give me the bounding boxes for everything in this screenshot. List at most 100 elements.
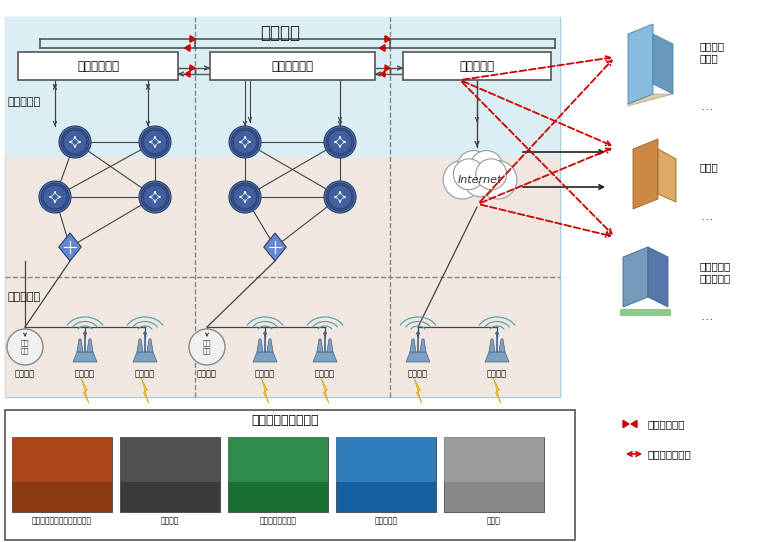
Circle shape [326,128,354,156]
FancyBboxPatch shape [403,52,551,80]
Text: 有线
网络: 有线 网络 [203,340,212,354]
Polygon shape [190,65,195,71]
Text: 生产控制大区: 生产控制大区 [77,60,119,73]
Circle shape [443,160,481,199]
Circle shape [328,130,352,154]
Text: 网络接入层: 网络接入层 [8,292,41,302]
Polygon shape [406,352,430,362]
Text: 无线公网: 无线公网 [135,369,155,378]
Polygon shape [59,233,81,261]
Polygon shape [499,339,505,352]
FancyBboxPatch shape [444,437,544,512]
Polygon shape [137,339,143,352]
Circle shape [143,130,167,154]
Text: 综合能源
服务商: 综合能源 服务商 [700,41,725,63]
Text: 有线网络: 有线网络 [197,369,217,378]
Polygon shape [489,339,495,352]
Polygon shape [141,378,149,404]
Text: 有线
网络: 有线 网络 [21,340,29,354]
Polygon shape [658,149,676,202]
Circle shape [324,181,356,213]
Polygon shape [77,339,83,352]
Text: 电力物联网业务对象: 电力物联网业务对象 [251,414,319,427]
FancyBboxPatch shape [12,437,112,482]
Polygon shape [184,44,190,51]
Polygon shape [133,352,157,362]
Polygon shape [623,421,629,428]
FancyBboxPatch shape [120,437,220,482]
Polygon shape [623,247,648,307]
FancyBboxPatch shape [5,17,560,157]
Circle shape [328,185,352,209]
Text: 互联网大区: 互联网大区 [460,60,494,73]
Text: 无线专网: 无线专网 [75,369,95,378]
Text: 分布式可再生能源: 分布式可再生能源 [260,516,297,525]
Polygon shape [628,94,673,106]
Text: 电力生产、传输、运行、维护: 电力生产、传输、运行、维护 [32,516,92,525]
Polygon shape [485,352,509,362]
Text: 物理隔离装置: 物理隔离装置 [648,419,686,429]
FancyBboxPatch shape [5,17,560,397]
Polygon shape [420,339,426,352]
Circle shape [39,181,71,213]
Circle shape [7,329,43,365]
FancyBboxPatch shape [336,437,436,482]
Circle shape [231,183,259,211]
Circle shape [231,128,259,156]
Circle shape [63,130,87,154]
Circle shape [233,130,257,154]
Circle shape [476,159,507,190]
Polygon shape [313,352,337,362]
Circle shape [470,151,503,184]
Circle shape [43,185,67,209]
FancyBboxPatch shape [5,127,560,397]
Polygon shape [261,378,269,404]
Polygon shape [633,139,658,209]
FancyBboxPatch shape [228,437,328,482]
Circle shape [457,151,490,184]
FancyBboxPatch shape [5,410,575,540]
Polygon shape [73,352,97,362]
FancyBboxPatch shape [18,52,178,80]
FancyBboxPatch shape [120,437,220,512]
Polygon shape [87,339,93,352]
Circle shape [61,128,89,156]
Polygon shape [267,339,273,352]
Text: 无线专网: 无线专网 [255,369,275,378]
Circle shape [229,126,261,158]
Circle shape [229,181,261,213]
Text: 新能源汽车: 新能源汽车 [374,516,398,525]
Polygon shape [493,378,501,404]
Circle shape [478,160,517,199]
Circle shape [453,159,484,190]
Polygon shape [257,339,263,352]
Polygon shape [410,339,416,352]
Polygon shape [190,36,195,42]
Text: …: … [700,311,712,324]
Circle shape [464,166,495,197]
Polygon shape [653,34,673,94]
Text: 安全分区: 安全分区 [260,24,300,42]
Polygon shape [631,421,637,428]
Polygon shape [385,36,391,42]
Polygon shape [620,309,670,315]
Polygon shape [321,378,329,404]
Circle shape [139,181,171,213]
Text: 有线网络: 有线网络 [15,369,35,378]
Polygon shape [385,65,390,71]
Polygon shape [185,71,190,77]
Text: 聚合商: 聚合商 [700,162,718,172]
Text: 能源互联网
生态圈企业: 能源互联网 生态圈企业 [700,261,732,283]
Polygon shape [327,339,333,352]
Polygon shape [264,233,286,261]
Polygon shape [147,339,153,352]
Text: 业务流向示意图: 业务流向示意图 [648,449,692,459]
Polygon shape [317,339,323,352]
Polygon shape [81,378,89,404]
FancyBboxPatch shape [210,52,375,80]
Circle shape [326,183,354,211]
Circle shape [141,128,169,156]
FancyBboxPatch shape [336,437,436,512]
Circle shape [59,126,91,158]
Text: 工业园区: 工业园区 [160,516,179,525]
